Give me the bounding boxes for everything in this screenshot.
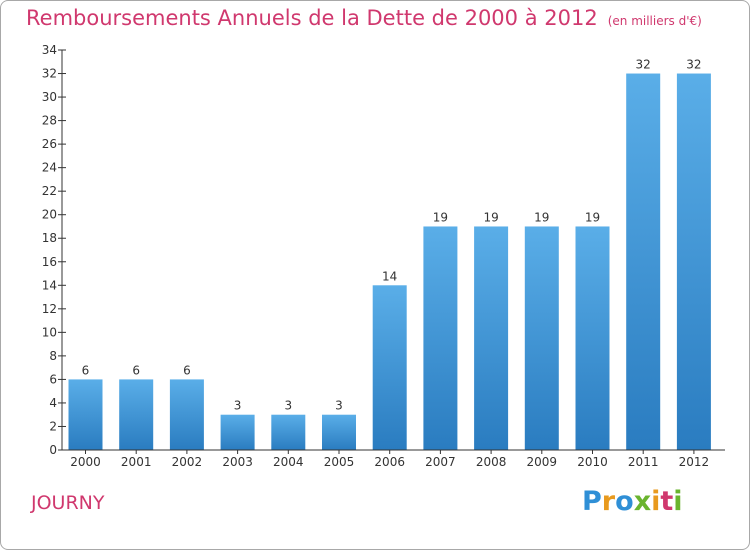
bar: [524, 226, 559, 450]
y-tick-label: 12: [42, 302, 57, 316]
bar: [423, 226, 458, 450]
title-unit: (en milliers d'€): [607, 14, 702, 28]
x-tick-label: 2008: [476, 455, 507, 469]
bar: [68, 379, 103, 450]
bar: [372, 285, 407, 450]
x-tick-label: 2012: [679, 455, 710, 469]
x-tick-label: 2000: [70, 455, 101, 469]
brand-letter: t: [660, 486, 674, 517]
bar-value-label: 19: [483, 210, 498, 224]
x-tick-label: 2011: [628, 455, 659, 469]
x-tick-label: 2002: [172, 455, 203, 469]
brand-letter: o: [615, 486, 634, 517]
brand-letter: x: [633, 486, 652, 517]
x-tick-label: 2007: [425, 455, 456, 469]
x-tick-label: 2001: [121, 455, 152, 469]
chart-title: Remboursements Annuels de la Dette de 20…: [26, 6, 702, 30]
bar-value-label: 19: [534, 210, 549, 224]
title-text: Remboursements Annuels de la Dette de 20…: [26, 6, 598, 30]
bar-value-label: 6: [82, 363, 90, 377]
x-tick-label: 2003: [222, 455, 253, 469]
x-tick-label: 2005: [324, 455, 355, 469]
brand-letter: i: [673, 486, 683, 517]
x-tick-label: 2010: [577, 455, 608, 469]
bar-value-label: 3: [284, 399, 292, 413]
bar: [575, 226, 610, 450]
brand-letter: r: [601, 486, 616, 517]
bar: [271, 414, 306, 450]
bar-value-label: 19: [585, 210, 600, 224]
y-tick-label: 2: [49, 419, 57, 433]
y-tick-label: 18: [42, 231, 57, 245]
y-tick-label: 32: [42, 67, 57, 81]
bar-value-label: 19: [433, 210, 448, 224]
brand-letter: i: [651, 486, 661, 517]
x-tick-label: 2009: [527, 455, 558, 469]
y-tick-label: 28: [42, 114, 57, 128]
x-tick-label: 2004: [273, 455, 304, 469]
bar-value-label: 3: [335, 399, 343, 413]
y-tick-label: 20: [42, 208, 57, 222]
y-tick-label: 24: [42, 161, 57, 175]
x-tick-label: 2006: [374, 455, 405, 469]
y-tick-label: 16: [42, 255, 57, 269]
bar-value-label: 6: [132, 363, 140, 377]
bars-group: [68, 73, 711, 450]
y-tick-label: 14: [42, 278, 57, 292]
y-tick-label: 10: [42, 325, 57, 339]
y-tick-label: 30: [42, 90, 57, 104]
bar-value-label: 6: [183, 363, 191, 377]
brand-letter: P: [582, 486, 602, 517]
bar-value-label: 32: [636, 58, 651, 72]
bar: [322, 414, 356, 450]
bar-value-label: 14: [382, 269, 397, 283]
y-tick-label: 6: [49, 372, 57, 386]
y-tick-label: 4: [49, 396, 57, 410]
bar: [169, 379, 204, 450]
commune-name: JOURNY: [31, 492, 105, 514]
bar-value-label: 32: [686, 58, 701, 72]
bar: [626, 73, 661, 450]
y-tick-label: 22: [42, 184, 57, 198]
labels-group: 6 2000 6 2001 6 2002 3 2003 3 2004 3 2005 14 2006 19 20…: [70, 58, 709, 469]
y-tick-label: 0: [49, 443, 57, 457]
y-tick-label: 8: [49, 349, 57, 363]
bar-value-label: 3: [234, 399, 242, 413]
bar: [474, 226, 509, 450]
bar: [220, 414, 255, 450]
y-tick-label: 34: [42, 43, 57, 57]
bar: [676, 73, 711, 450]
proxiti-logo: Proxiti: [582, 486, 683, 517]
y-tick-label: 26: [42, 137, 57, 151]
bar: [119, 379, 154, 450]
